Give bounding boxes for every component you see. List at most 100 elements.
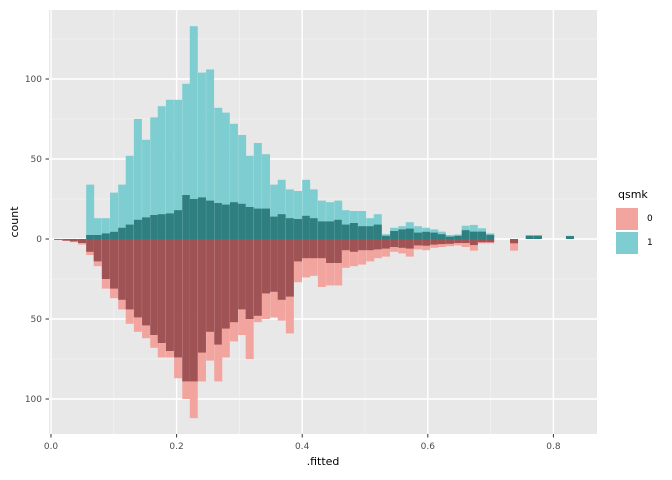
bar-lower-dark [62,239,71,241]
bar-lower-dark [413,239,422,246]
bar-upper-dark [157,214,166,239]
y-tick-label: 100 [25,75,42,85]
y-tick-label: 50 [31,155,43,165]
bar-lower-dark [430,239,439,245]
bar-lower-dark [294,239,303,262]
bar-lower-dark [381,239,390,249]
bar-lower-dark [510,239,519,244]
bar-lower-dark [150,239,159,335]
bar-upper-light [174,99,183,239]
bar-lower-dark [125,239,134,310]
bar-upper-dark [118,227,127,239]
bar-lower-dark [142,239,151,326]
bar-lower-dark [446,239,454,244]
bar-upper-dark [214,203,223,239]
bar-upper-light [277,179,286,239]
bar-upper-light [189,26,198,240]
bar-upper-dark [358,226,367,239]
bar-upper-light [309,189,318,239]
bar-upper-light [150,117,159,239]
bar-lower-dark [110,239,119,289]
bar-upper-dark [142,217,151,239]
bar-upper-dark [229,202,238,239]
bar-upper-light [118,184,127,239]
bar-lower-dark [486,239,495,243]
bar-upper-light [157,106,166,239]
bar-upper-dark [253,208,262,239]
bar-upper-dark [334,219,343,239]
bar-lower-dark [197,239,206,353]
x-tick-label: 0.2 [169,442,183,452]
bar-lower-dark [302,239,311,259]
bar-lower-dark [317,239,326,259]
bar-upper-dark [125,224,134,239]
bar-upper-light [110,192,119,239]
bar-upper-dark [446,236,454,239]
bar-lower-dark [214,239,223,345]
bar-upper-light [206,69,215,240]
bar-lower-dark [326,239,335,263]
legend-swatch-qsmk1 [616,232,638,254]
bar-lower-dark [221,239,230,329]
bar-upper-light [229,123,238,239]
bar-upper-dark [381,235,390,239]
bar-upper-light [142,139,151,239]
legend-item-qsmk0: 0 [616,208,653,230]
bar-lower-dark [437,239,446,245]
bar-upper-dark [373,224,382,239]
bar-upper-dark [86,235,95,239]
bar-upper-dark [270,216,279,239]
bar-lower-dark [133,239,142,318]
bar-upper-light [326,202,335,239]
bar-upper-light [182,83,191,239]
bar-lower-dark [229,239,238,323]
y-tick-label: 50 [31,315,43,325]
bar-lower-dark [373,239,382,250]
legend-label-qsmk1: 1 [647,238,653,248]
bar-upper-dark [206,200,215,239]
bar-upper-light [133,119,142,239]
bar-upper-dark [93,235,102,239]
bar-upper-dark [165,213,174,239]
bar-upper-dark [405,228,414,239]
bar-upper-dark [390,231,399,239]
bar-upper-dark [309,218,318,239]
bar-upper-dark [277,214,286,239]
bar-upper-light [302,179,311,239]
bar-lower-dark [182,239,191,382]
bar-lower-dark [262,239,270,294]
bar-upper-dark [533,235,542,239]
bar-upper-dark [110,231,119,239]
bar-lower-light [317,239,326,287]
bar-lower-dark [54,239,63,240]
bar-upper-dark [133,219,142,239]
bar-upper-light [221,112,230,239]
bar-lower-light [510,239,519,251]
bar-lower-dark [118,239,127,300]
bar-upper-dark [245,207,254,239]
bar-upper-dark [422,231,431,239]
legend-swatch-qsmk0 [616,208,638,230]
bar-lower-dark [165,239,174,351]
y-tick-label: 0 [36,235,42,245]
bar-upper-dark [317,221,326,239]
bar-upper-dark [238,203,247,239]
bar-upper-dark [294,219,303,239]
bar-lower-light [341,239,350,268]
bar-upper-light [238,135,247,239]
x-tick-label: 0.4 [295,442,310,452]
bar-lower-dark [101,239,110,279]
y-axis-title: count [8,206,21,238]
bar-lower-dark [405,239,414,249]
bar-upper-dark [430,232,439,239]
bar-upper-dark [398,229,407,239]
bar-lower-dark [334,239,343,263]
bar-lower-dark [478,239,487,243]
bar-upper-dark [366,226,375,239]
bar-upper-dark [302,215,311,239]
bar-lower-dark [309,239,318,259]
bar-lower-dark [93,239,102,262]
bar-upper-light [253,143,262,239]
